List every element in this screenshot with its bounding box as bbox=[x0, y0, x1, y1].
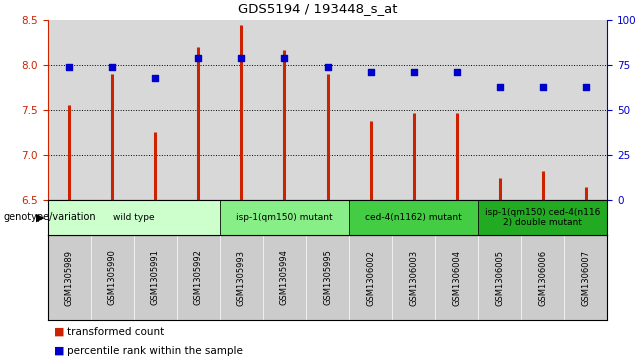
Point bbox=[279, 55, 289, 61]
Text: GSM1306005: GSM1306005 bbox=[495, 249, 504, 306]
Text: GSM1306003: GSM1306003 bbox=[409, 249, 418, 306]
Point bbox=[495, 84, 505, 90]
Text: GDS5194 / 193448_s_at: GDS5194 / 193448_s_at bbox=[238, 2, 398, 15]
Text: GSM1305991: GSM1305991 bbox=[151, 250, 160, 305]
Text: GSM1305990: GSM1305990 bbox=[107, 250, 117, 305]
Text: wild type: wild type bbox=[113, 213, 155, 222]
Point bbox=[150, 75, 160, 81]
Bar bbox=[478, 200, 607, 235]
Text: GSM1305989: GSM1305989 bbox=[65, 249, 74, 306]
Point bbox=[452, 69, 462, 75]
Text: ■: ■ bbox=[54, 346, 65, 356]
Text: GSM1305992: GSM1305992 bbox=[194, 250, 203, 305]
Text: GSM1306004: GSM1306004 bbox=[452, 249, 461, 306]
Point bbox=[193, 55, 204, 61]
Text: GSM1306002: GSM1306002 bbox=[366, 249, 375, 306]
Point bbox=[366, 69, 376, 75]
Text: GSM1306006: GSM1306006 bbox=[538, 249, 548, 306]
Bar bbox=[220, 200, 349, 235]
Point bbox=[322, 64, 333, 70]
Point bbox=[408, 69, 418, 75]
Text: transformed count: transformed count bbox=[67, 327, 164, 337]
Text: isp-1(qm150) ced-4(n116
2) double mutant: isp-1(qm150) ced-4(n116 2) double mutant bbox=[485, 208, 600, 227]
Point bbox=[64, 64, 74, 70]
Text: genotype/variation: genotype/variation bbox=[3, 212, 96, 223]
Point bbox=[237, 55, 247, 61]
Text: percentile rank within the sample: percentile rank within the sample bbox=[67, 346, 243, 356]
Text: ced-4(n1162) mutant: ced-4(n1162) mutant bbox=[365, 213, 462, 222]
Text: GSM1305994: GSM1305994 bbox=[280, 250, 289, 305]
Point bbox=[537, 84, 548, 90]
Text: GSM1305995: GSM1305995 bbox=[323, 250, 332, 305]
Text: GSM1306007: GSM1306007 bbox=[581, 249, 590, 306]
Text: ▶: ▶ bbox=[36, 212, 45, 223]
Bar bbox=[48, 200, 220, 235]
Bar bbox=[349, 200, 478, 235]
Point bbox=[107, 64, 118, 70]
Text: ■: ■ bbox=[54, 327, 65, 337]
Text: isp-1(qm150) mutant: isp-1(qm150) mutant bbox=[236, 213, 333, 222]
Point bbox=[581, 84, 591, 90]
Text: GSM1305993: GSM1305993 bbox=[237, 249, 246, 306]
